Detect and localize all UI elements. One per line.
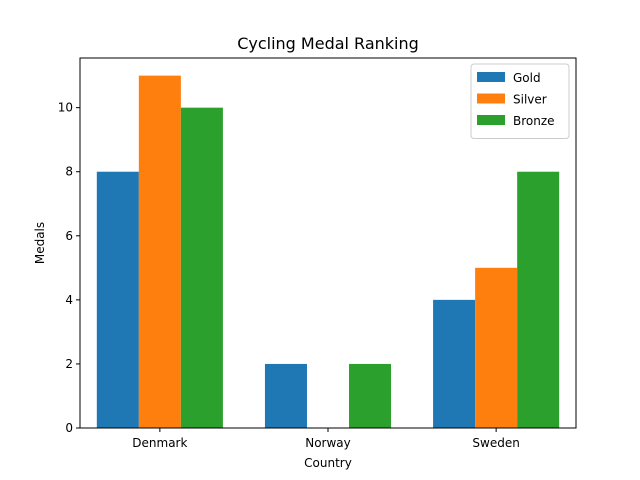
bar-gold-sweden	[433, 299, 476, 428]
y-tick-label: 0	[65, 421, 73, 435]
bars	[96, 75, 560, 428]
bar-gold-norway	[264, 363, 307, 428]
y-tick-label: 6	[65, 229, 73, 243]
bar-silver-sweden	[475, 267, 518, 428]
legend-swatch-silver	[477, 93, 505, 104]
x-tick-label: Sweden	[472, 436, 519, 450]
bar-gold-denmark	[96, 171, 139, 428]
y-tick-label: 8	[65, 165, 73, 179]
legend-label-silver: Silver	[513, 93, 547, 107]
bar-bronze-norway	[349, 363, 392, 428]
y-tick-label: 2	[65, 357, 73, 371]
y-axis-label: Medals	[33, 222, 47, 264]
y-tick-label: 4	[65, 293, 73, 307]
y-tick-label: 10	[58, 101, 73, 115]
legend-label-bronze: Bronze	[513, 114, 555, 128]
chart-title: Cycling Medal Ranking	[237, 34, 419, 53]
x-tick-label: Denmark	[132, 436, 187, 450]
bar-bronze-denmark	[180, 107, 223, 428]
legend-swatch-bronze	[477, 115, 505, 125]
x-tick-label: Norway	[305, 436, 351, 450]
legend: Gold Silver Bronze	[470, 63, 570, 139]
legend-swatch-gold	[477, 72, 505, 82]
legend-label-gold: Gold	[513, 71, 541, 85]
x-axis: Denmark Norway Sweden	[132, 428, 520, 450]
x-axis-label: Country	[304, 456, 352, 470]
bar-bronze-sweden	[517, 171, 560, 428]
bar-silver-denmark	[138, 75, 181, 428]
y-axis: 0 2 4 6 8 10	[58, 101, 80, 435]
